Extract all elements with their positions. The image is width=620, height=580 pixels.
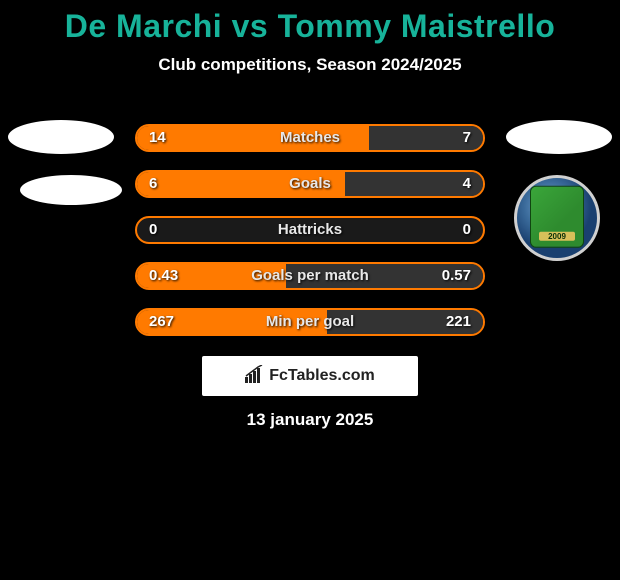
stat-label: Matches (137, 126, 483, 150)
stat-row: 0.43Goals per match0.57 (135, 262, 485, 290)
page-title: De Marchi vs Tommy Maistrello (0, 0, 620, 45)
bar-chart-icon (245, 365, 265, 388)
stat-value-right: 4 (463, 172, 471, 196)
stat-row: 0Hattricks0 (135, 216, 485, 244)
stat-label: Goals per match (137, 264, 483, 288)
player1-club-placeholder (20, 175, 122, 205)
site-logo[interactable]: FcTables.com (202, 356, 418, 396)
stat-label: Goals (137, 172, 483, 196)
stat-value-right: 0.57 (442, 264, 471, 288)
site-logo-text: FcTables.com (269, 367, 375, 385)
stat-row: 267Min per goal221 (135, 308, 485, 336)
subtitle: Club competitions, Season 2024/2025 (0, 55, 620, 75)
stat-label: Min per goal (137, 310, 483, 334)
stat-value-right: 0 (463, 218, 471, 242)
player2-club-badge: 2009 (514, 175, 600, 261)
snapshot-date: 13 january 2025 (0, 410, 620, 430)
stats-container: 14Matches7 6Goals4 0Hattricks0 0.43Goals pe… (135, 124, 485, 354)
stat-value-right: 7 (463, 126, 471, 150)
club-badge-shield: 2009 (530, 186, 584, 248)
stat-value-right: 221 (446, 310, 471, 334)
stat-label: Hattricks (137, 218, 483, 242)
stat-row: 6Goals4 (135, 170, 485, 198)
player2-avatar-placeholder (506, 120, 612, 154)
club-badge-year: 2009 (539, 232, 575, 241)
stat-row: 14Matches7 (135, 124, 485, 152)
player1-avatar-placeholder (8, 120, 114, 154)
